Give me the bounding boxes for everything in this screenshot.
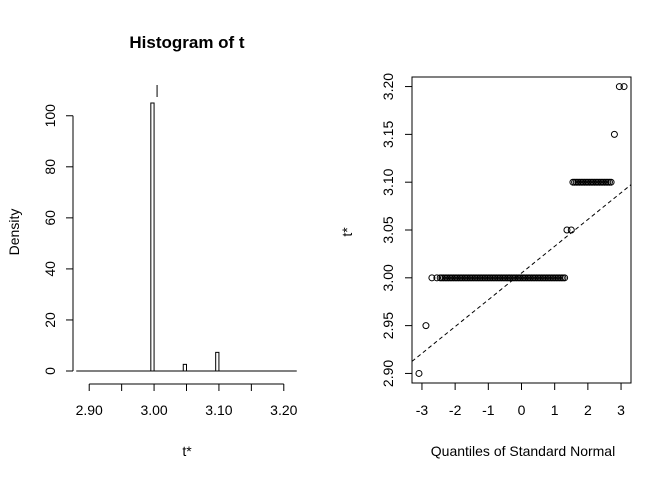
- qq-point: [563, 226, 571, 234]
- qq-x-axis: -3 -2 -1 0 1 2 3: [416, 383, 625, 418]
- histogram-y-tick-label: 100: [42, 104, 58, 128]
- histogram-bar-1: [182, 363, 187, 372]
- histogram-x-axis-label: t*: [182, 443, 192, 459]
- qq-point: [607, 178, 615, 186]
- qq-y-tick-label: 3.20: [380, 73, 396, 100]
- qq-point: [615, 83, 623, 91]
- histogram-x-tick-label: 3.10: [205, 402, 232, 418]
- qq-point: [620, 83, 628, 91]
- histogram-x-tick-label: 2.90: [76, 402, 103, 418]
- qq-y-tick-label: 3.10: [380, 168, 396, 195]
- histogram-x-axis: 2.90 3.00 3.10 3.20: [76, 383, 298, 418]
- histogram-bar-2: [215, 351, 220, 372]
- histogram-y-tick-label: 20: [42, 312, 58, 328]
- histogram-y-tick-label: 0: [42, 367, 58, 375]
- qq-x-tick-label: -2: [449, 402, 462, 418]
- qq-x-axis-label: Quantiles of Standard Normal: [431, 443, 615, 459]
- qq-y-tick-label: 2.95: [380, 312, 396, 339]
- histogram-y-tick-label: 60: [42, 210, 58, 226]
- histogram-chart: Histogram of t t* Density 2.90 3.00 3.10 3.…: [6, 33, 298, 459]
- qq-point: [428, 274, 436, 282]
- histogram-title: Histogram of t: [129, 33, 245, 52]
- histogram-y-tick-label: 80: [42, 159, 58, 175]
- qq-point: [561, 274, 569, 282]
- qq-points: [415, 83, 628, 377]
- qq-x-tick-label: -3: [416, 402, 429, 418]
- qq-point: [610, 130, 618, 138]
- qq-y-axis: 2.90 2.95 3.00 3.05 3.10 3.15 3.20: [380, 73, 412, 387]
- qq-y-axis-label: t*: [339, 227, 355, 237]
- qq-y-tick-label: 3.00: [380, 264, 396, 291]
- histogram-y-axis-label: Density: [6, 209, 22, 256]
- qq-x-tick-label: 1: [551, 402, 559, 418]
- qq-point: [433, 274, 441, 282]
- histogram-bar-0: [150, 102, 155, 372]
- histogram-x-tick-label: 3.00: [140, 402, 167, 418]
- qq-plot-chart: Quantiles of Standard Normal t* -3 -2 -1 0 1…: [339, 73, 632, 459]
- qq-x-tick-label: -1: [482, 402, 495, 418]
- histogram-y-tick-label: 40: [42, 261, 58, 277]
- histogram-bars: [76, 85, 297, 372]
- qq-x-tick-label: 3: [617, 402, 625, 418]
- histogram-y-axis: 0 20 40 60 80 100: [42, 104, 74, 375]
- qq-y-tick-label: 2.90: [380, 360, 396, 387]
- qq-x-tick-label: 0: [518, 402, 526, 418]
- histogram-x-tick-label: 3.20: [270, 402, 297, 418]
- qq-x-tick-label: 2: [584, 402, 592, 418]
- qq-point: [415, 369, 423, 377]
- qq-reference-dashed-line: [411, 184, 632, 362]
- qq-plot-frame: [411, 76, 632, 384]
- qq-point: [422, 322, 430, 330]
- qq-reference-line: [411, 184, 632, 362]
- qq-point: [567, 226, 575, 234]
- qq-y-tick-label: 3.15: [380, 121, 396, 148]
- qq-y-tick-label: 3.05: [380, 216, 396, 243]
